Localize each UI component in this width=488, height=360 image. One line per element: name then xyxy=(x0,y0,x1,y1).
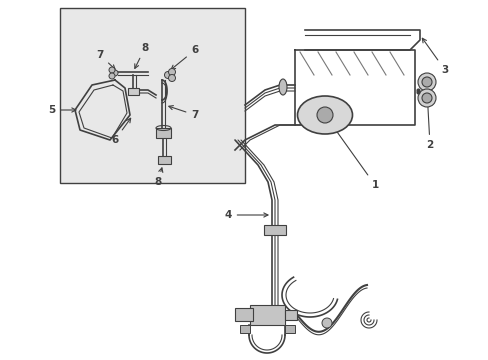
Bar xyxy=(235,308,252,321)
Text: 4: 4 xyxy=(224,210,267,220)
Bar xyxy=(156,128,171,138)
Ellipse shape xyxy=(297,96,352,134)
Bar xyxy=(285,325,294,333)
Bar xyxy=(158,156,171,164)
Circle shape xyxy=(421,77,431,87)
Circle shape xyxy=(417,73,435,91)
Text: 3: 3 xyxy=(422,38,447,75)
Circle shape xyxy=(316,107,332,123)
Circle shape xyxy=(164,72,171,78)
Bar xyxy=(249,305,285,325)
Bar xyxy=(128,88,139,95)
Circle shape xyxy=(421,93,431,103)
Bar xyxy=(60,8,244,183)
Text: 8: 8 xyxy=(135,43,148,68)
Circle shape xyxy=(168,68,175,76)
Circle shape xyxy=(109,67,115,73)
Text: 8: 8 xyxy=(154,168,163,187)
Bar xyxy=(285,310,296,320)
Circle shape xyxy=(168,75,175,81)
Bar xyxy=(264,225,285,235)
Text: 6: 6 xyxy=(111,118,130,145)
Text: 1: 1 xyxy=(326,118,378,190)
Circle shape xyxy=(112,70,118,76)
Circle shape xyxy=(321,318,331,328)
Text: 6: 6 xyxy=(171,45,198,69)
Text: 7: 7 xyxy=(96,50,115,69)
Text: 2: 2 xyxy=(425,94,433,150)
Bar xyxy=(240,325,249,333)
Circle shape xyxy=(417,89,435,107)
Ellipse shape xyxy=(279,79,286,95)
Circle shape xyxy=(109,73,115,79)
Text: 5: 5 xyxy=(48,105,76,115)
Text: 7: 7 xyxy=(168,105,198,120)
